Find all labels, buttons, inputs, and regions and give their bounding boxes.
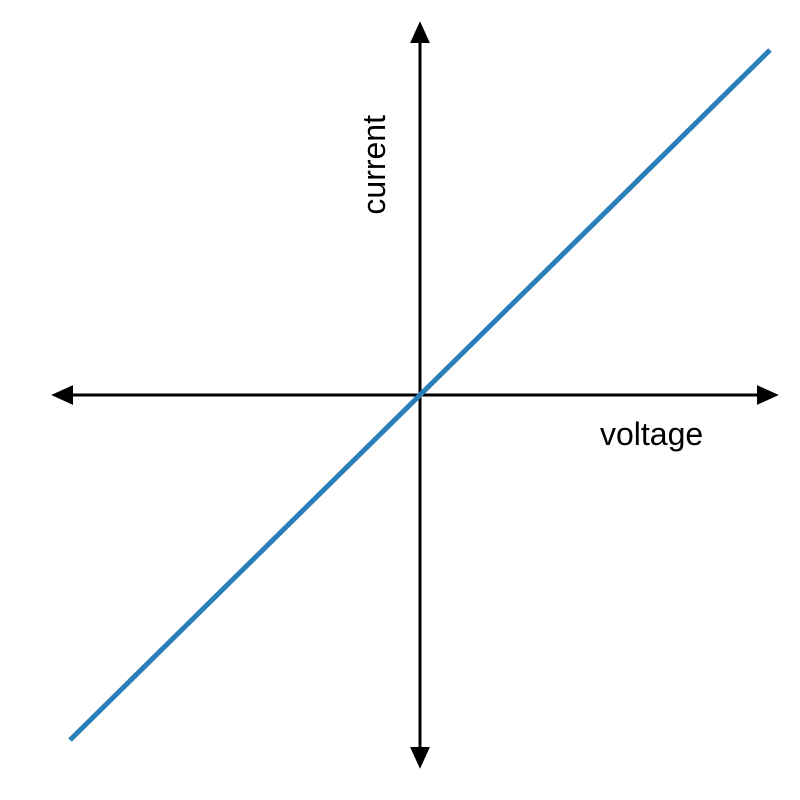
iv-chart: voltage current <box>0 0 800 800</box>
y-axis-label: current <box>356 115 392 215</box>
x-axis-label: voltage <box>600 416 703 452</box>
